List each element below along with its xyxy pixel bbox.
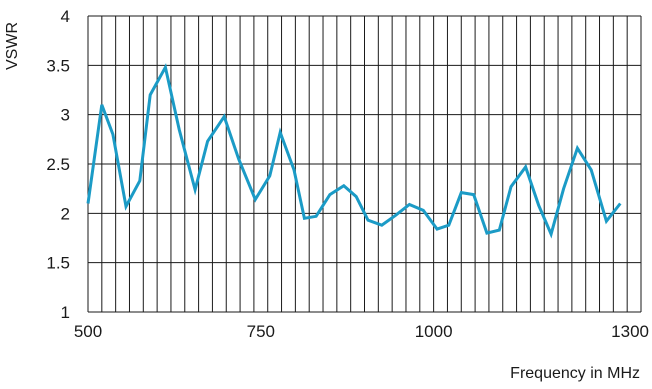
x-tick-label: 500 <box>74 322 102 341</box>
chart-series <box>86 63 622 239</box>
x-tick-label: 1000 <box>415 322 453 341</box>
y-axis-label: VSWR <box>4 22 21 70</box>
x-tick-label: 1300 <box>611 322 649 341</box>
y-tick-label: 1 <box>61 303 70 322</box>
vswr-series-line <box>86 63 622 239</box>
chart-grid <box>87 15 642 313</box>
y-tick-label: 3.5 <box>46 56 70 75</box>
x-axis-label: Frequency in MHz <box>510 365 640 382</box>
y-tick-label: 3 <box>61 106 70 125</box>
y-tick-label: 2.5 <box>46 155 70 174</box>
y-tick-label: 1.5 <box>46 254 70 273</box>
x-tick-label: 750 <box>247 322 275 341</box>
y-tick-label: 2 <box>61 204 70 223</box>
y-tick-label: 4 <box>61 7 70 26</box>
chart-tick-labels: 1 1.5 2 2.5 3 3.5 4 500 750 1000 1300 <box>46 7 649 341</box>
